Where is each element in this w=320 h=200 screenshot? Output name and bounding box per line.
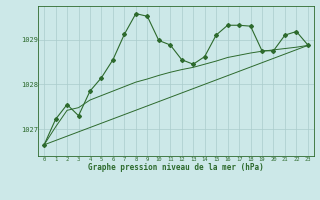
X-axis label: Graphe pression niveau de la mer (hPa): Graphe pression niveau de la mer (hPa) <box>88 163 264 172</box>
